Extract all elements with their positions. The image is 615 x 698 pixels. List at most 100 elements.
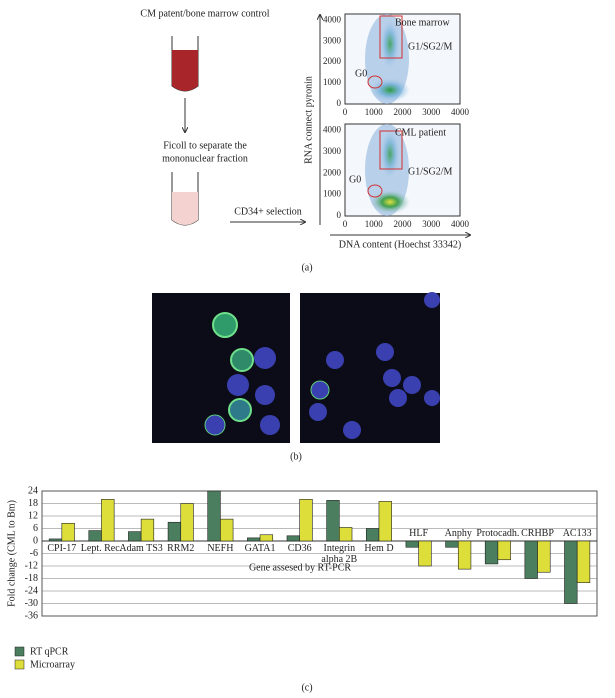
legend-label: RT qPCR (30, 646, 69, 657)
category-label: HLF (409, 528, 429, 539)
x-tick-label: 2000 (394, 107, 413, 117)
gate (367, 184, 383, 198)
cell (254, 347, 276, 369)
bar (497, 540, 511, 561)
bar (88, 530, 102, 542)
x-tick-label: 2000 (394, 219, 413, 229)
category-label: Hem D (364, 543, 394, 554)
legend-swatch (14, 646, 25, 657)
x-tick-label: 4000 (451, 219, 470, 229)
cell (383, 369, 401, 387)
bar (524, 540, 538, 579)
cell (204, 414, 226, 436)
category-label: Anphy (444, 528, 472, 539)
y-tick-label: -24 (25, 585, 38, 596)
cell (376, 343, 394, 361)
caption: (c) (301, 682, 312, 693)
y-tick-label: 0 (337, 98, 342, 108)
category-label: CD36 (287, 543, 312, 554)
gate-label: G0 (355, 68, 367, 79)
bar (326, 500, 340, 542)
y-tick-label: 3000 (323, 35, 342, 45)
cell (212, 312, 238, 338)
cell (227, 374, 249, 396)
density (370, 190, 410, 214)
x-tick-label: 0 (343, 107, 348, 117)
bar (167, 521, 182, 542)
bar (576, 540, 591, 583)
bar (378, 501, 392, 542)
cell (309, 403, 327, 421)
y-tick-label: 1000 (323, 77, 342, 87)
cell (255, 385, 275, 405)
category-label: Integrin alpha 2B (321, 543, 358, 565)
cell (260, 415, 280, 435)
y-tick-label: 18 (28, 498, 38, 509)
y-tick-label: -30 (25, 598, 38, 609)
bar (220, 518, 234, 542)
bar (61, 522, 75, 542)
bar (180, 503, 194, 542)
step-label: mononuclear fraction (162, 153, 248, 164)
axis-label: Fold change (CML to Bm) (6, 500, 17, 607)
bar (247, 537, 261, 542)
step-label: Ficoll to separate the (163, 140, 247, 151)
gate-label: G1/SG2/M (408, 166, 453, 177)
bar (101, 499, 115, 542)
cell (343, 421, 361, 439)
plot-label: CML patient (395, 127, 446, 138)
micro-image (300, 293, 440, 443)
bar (299, 499, 313, 542)
step-label: CM patent/bone marrow control (140, 8, 269, 19)
cell (230, 348, 254, 372)
x-tick-label: 4000 (451, 107, 470, 117)
y-tick-label: -6 (30, 548, 38, 559)
legend-swatch (14, 659, 25, 670)
y-tick-label: 24 (28, 485, 38, 496)
x-tick-label: 3000 (422, 107, 441, 117)
density (380, 129, 400, 179)
cell (424, 390, 440, 406)
category-label: CRHBP (521, 528, 554, 539)
density (380, 19, 400, 69)
plot-frame (41, 490, 598, 617)
y-tick-label: 1000 (323, 189, 342, 199)
plot-label: Bone marrow (395, 17, 450, 28)
x-tick-label: 3000 (422, 219, 441, 229)
bar (48, 538, 63, 542)
y-tick-label: 6 (33, 523, 38, 534)
cell (403, 376, 421, 394)
step-label: CD34+ selection (234, 206, 302, 217)
cells (204, 312, 280, 436)
bar (457, 540, 472, 570)
gate-label: G0 (349, 174, 361, 185)
y-tick-label: 2000 (323, 167, 342, 177)
category-label: CPI-17 (47, 543, 77, 554)
gate-label: G1/SG2/M (408, 41, 453, 52)
legend-label: Microarray (30, 659, 75, 670)
cell (326, 351, 344, 369)
bar (207, 490, 221, 542)
category-label: RRM2 (167, 543, 195, 554)
cell (310, 380, 330, 400)
bar (564, 540, 578, 604)
y-tick-label: 3000 (323, 146, 342, 156)
caption: (a) (301, 262, 312, 273)
annotation: Gene assesed by RT-PCR (249, 562, 351, 573)
y-tick-label: 0 (33, 535, 38, 546)
axis-label: DNA content (Hoechst 33342) (339, 239, 461, 250)
tube-fill (172, 192, 198, 225)
bar (128, 531, 142, 542)
y-tick-label: -12 (25, 560, 38, 571)
density (370, 78, 410, 102)
y-tick-label: -36 (25, 610, 38, 621)
y-tick-label: 4000 (323, 124, 342, 134)
axis-label: RNA connect pyronin (303, 76, 314, 164)
y-tick-label: 0 (337, 210, 342, 220)
category-label: GATA1 (244, 543, 276, 554)
bar (259, 534, 274, 542)
category-label: Lept. Rec. (80, 543, 123, 554)
bar (339, 527, 353, 542)
gate (379, 15, 403, 59)
